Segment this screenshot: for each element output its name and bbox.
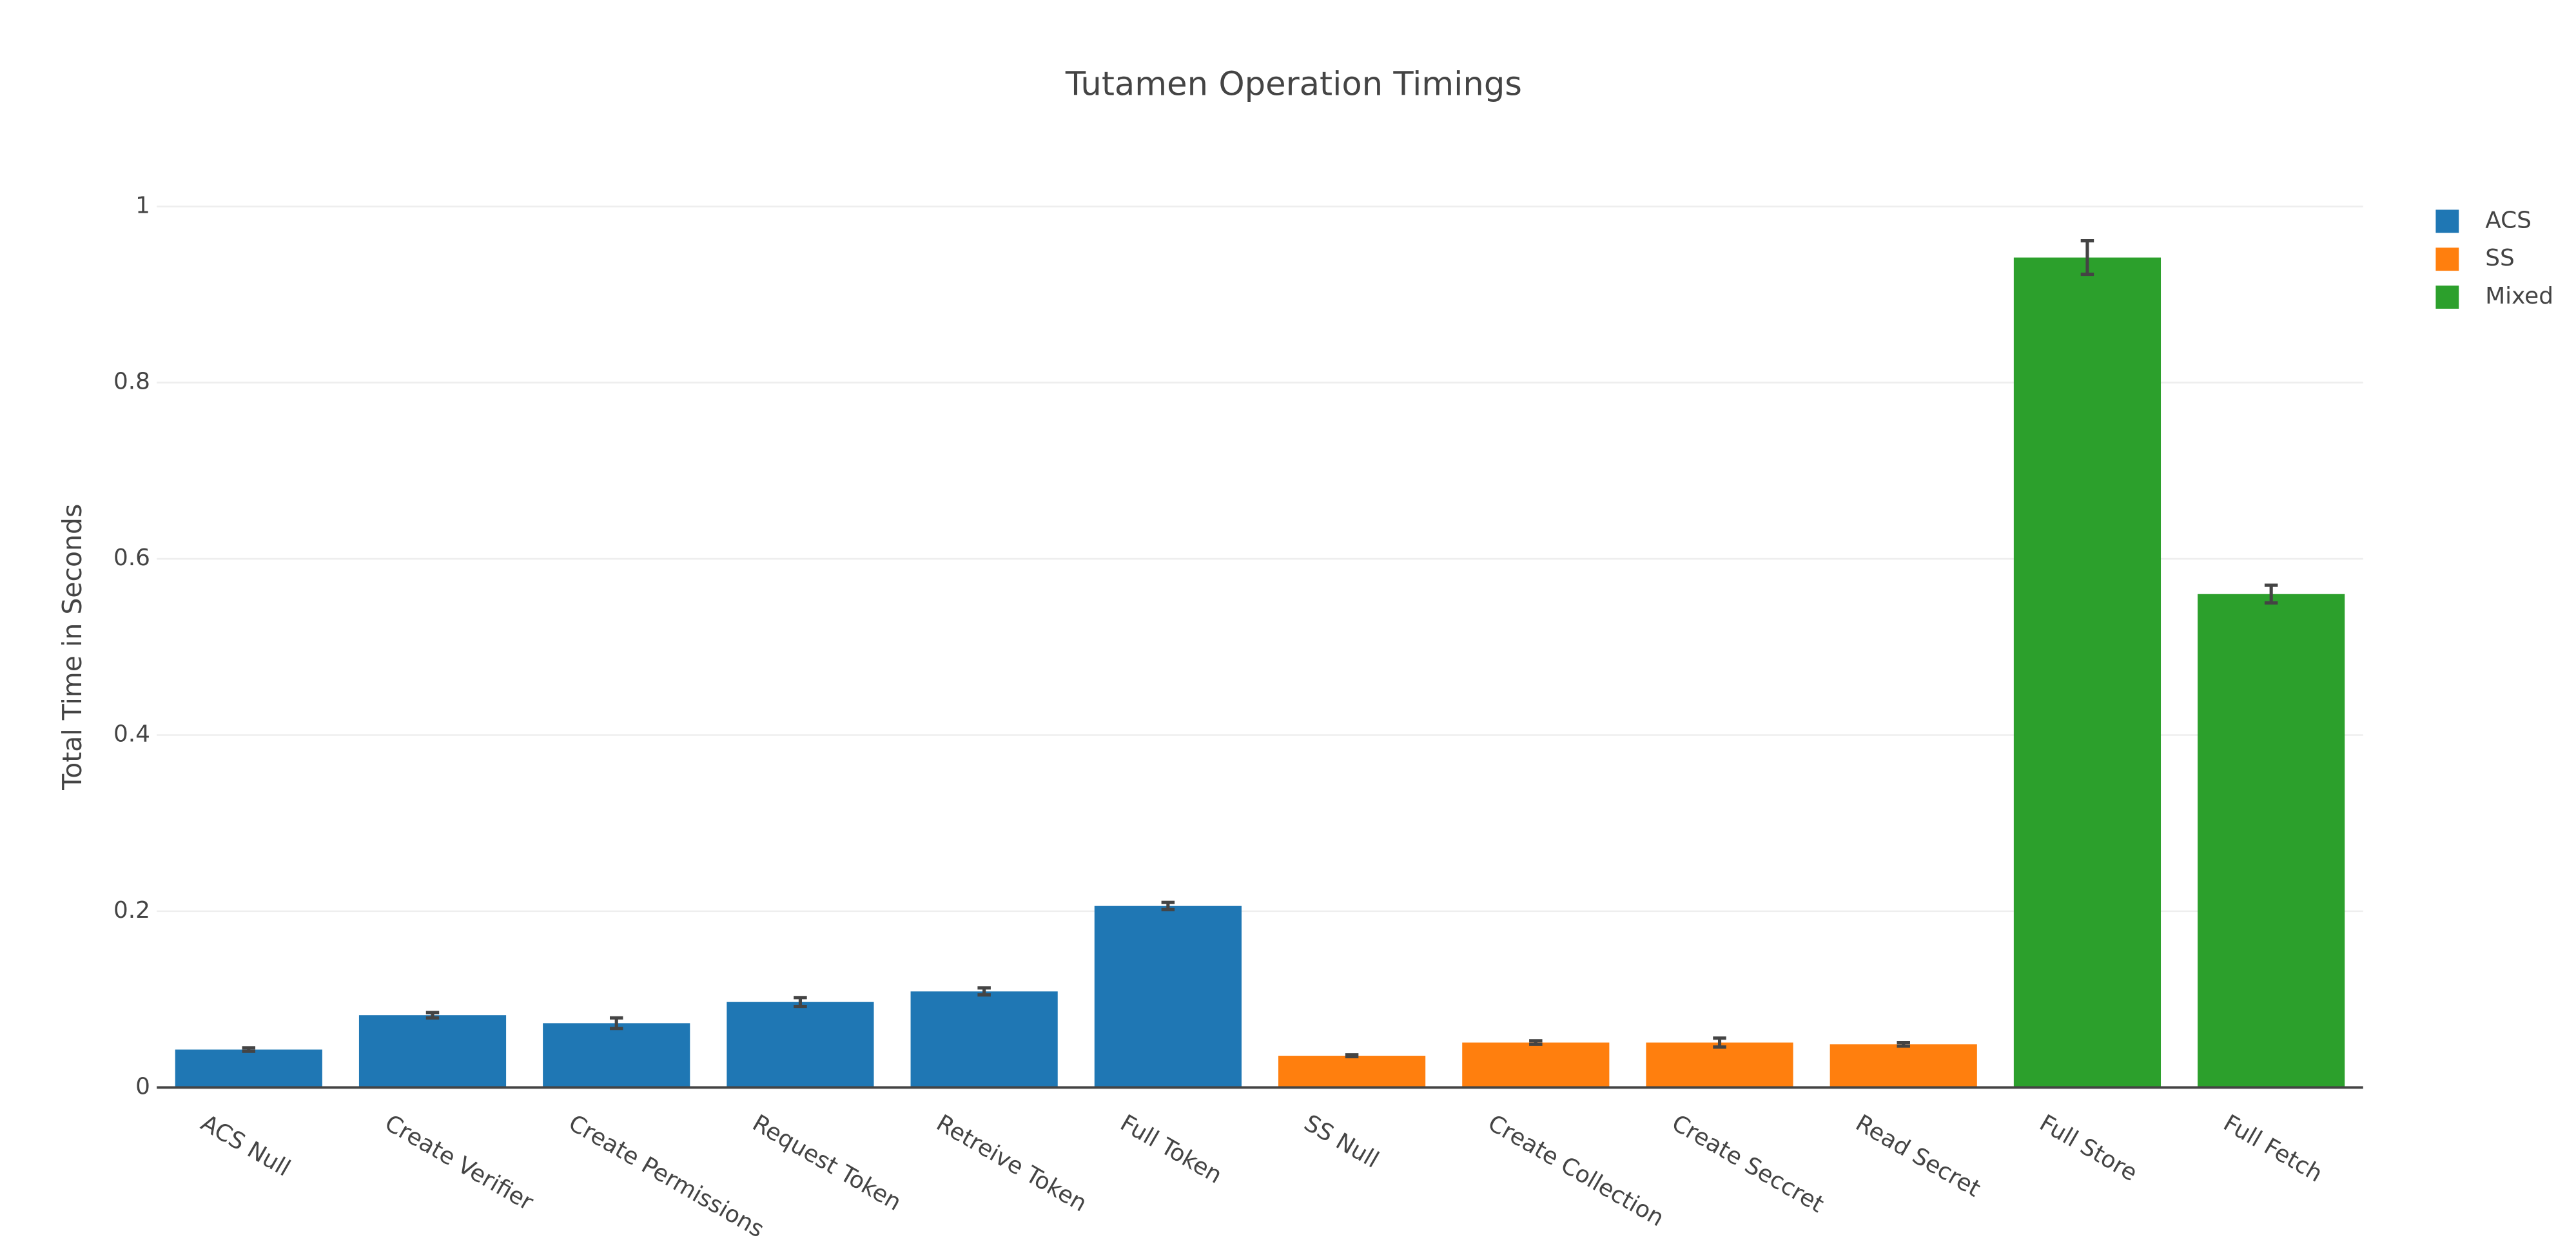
bar	[543, 1023, 690, 1088]
x-tick-label: Request Token	[748, 1110, 906, 1216]
x-tick-label: Create Verifier	[380, 1110, 538, 1216]
error-bar	[1161, 900, 1175, 911]
y-tick-label: 0.8	[113, 369, 150, 395]
x-tick-label: SS Null	[1300, 1110, 1383, 1174]
bar	[1830, 1044, 1977, 1088]
x-tick-label: Full Token	[1116, 1110, 1227, 1189]
error-bar	[1345, 1053, 1359, 1058]
x-tick-label: Full Fetch	[2219, 1110, 2327, 1187]
x-tick-label: Retreive Token	[932, 1110, 1091, 1217]
error-bar	[1529, 1039, 1543, 1046]
x-tick-label: Read Secret	[1851, 1110, 1986, 1202]
x-tick-label: Create Collection	[1483, 1110, 1668, 1232]
x-tick-label: Create Seccret	[1667, 1110, 1828, 1218]
y-tick-label: 0	[135, 1073, 150, 1100]
legend-swatch	[2435, 286, 2459, 309]
legend-label: ACS	[2485, 207, 2532, 233]
bar	[727, 1002, 874, 1088]
x-tick-label: ACS Null	[197, 1110, 295, 1182]
error-bar	[2080, 239, 2094, 276]
bar	[1646, 1042, 1793, 1088]
legend-label: SS	[2485, 245, 2515, 271]
x-tick-label: Full Store	[2035, 1110, 2142, 1187]
y-tick-label: 0.6	[113, 545, 150, 571]
bar	[910, 991, 1058, 1088]
error-bar	[609, 1016, 623, 1031]
bar	[1278, 1056, 1426, 1088]
error-bar	[2264, 583, 2278, 605]
error-bar	[425, 1011, 440, 1020]
bar	[1462, 1042, 1610, 1088]
y-tick-label: 1	[135, 192, 150, 218]
legend-swatch	[2435, 209, 2459, 233]
y-axis-title: Total Time in Seconds	[57, 504, 88, 791]
chart-title: Tutamen Operation Timings	[1065, 64, 1522, 103]
error-bar	[977, 986, 991, 997]
error-bar	[1713, 1036, 1726, 1049]
error-bar	[794, 996, 807, 1009]
bar	[2013, 257, 2161, 1088]
error-bar	[1897, 1040, 1910, 1048]
legend-swatch	[2435, 247, 2459, 271]
bar	[2198, 594, 2345, 1088]
legend-label: Mixed	[2485, 283, 2553, 309]
bar	[1094, 906, 1242, 1088]
y-tick-label: 0.4	[113, 721, 150, 747]
bar	[358, 1015, 507, 1088]
y-tick-label: 0.2	[113, 897, 150, 924]
x-tick-label: Create Permissions	[564, 1110, 768, 1243]
bar	[175, 1049, 322, 1088]
error-bar	[242, 1046, 256, 1053]
